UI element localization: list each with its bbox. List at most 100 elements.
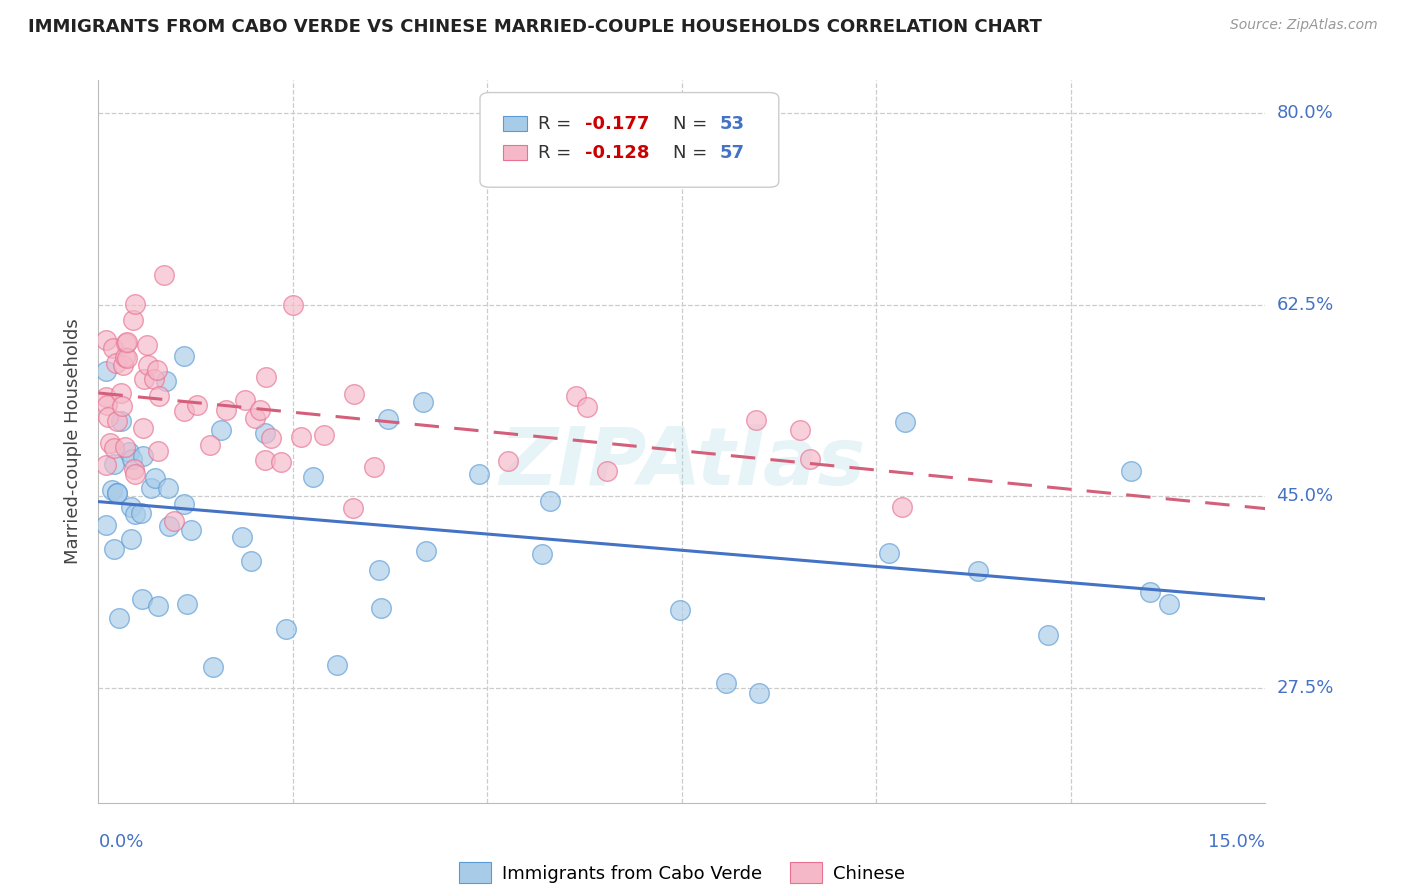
Point [103,441,125,455]
Point [415,544,437,558]
Point [124,507,146,521]
Point [143,471,166,485]
Point [115,335,138,350]
Point [877,545,900,559]
Text: N =: N = [672,144,713,161]
FancyBboxPatch shape [479,93,779,187]
Point [891,500,914,514]
Text: 80.0%: 80.0% [1277,104,1333,122]
Point [209,423,232,437]
Point [377,412,399,426]
Point [254,426,277,441]
Text: N =: N = [672,115,713,133]
Point [120,500,142,514]
Point [96,398,118,412]
Point [744,413,766,427]
Point [105,486,128,500]
Point [156,481,179,495]
Point [122,461,145,475]
Point [789,423,811,437]
Point [343,387,366,401]
Point [498,454,520,468]
Point [122,313,145,327]
Text: 0.0%: 0.0% [98,833,143,851]
Point [173,349,195,363]
Point [124,467,146,482]
Point [370,601,392,615]
Point [894,415,917,429]
Point [101,341,124,355]
Point [270,455,292,469]
Point [748,686,770,700]
Point [1121,464,1143,478]
Text: IMMIGRANTS FROM CABO VERDE VS CHINESE MARRIED-COUPLE HOUSEHOLDS CORRELATION CHAR: IMMIGRANTS FROM CABO VERDE VS CHINESE MA… [28,18,1042,36]
Y-axis label: Married-couple Households: Married-couple Households [65,318,83,565]
Point [142,372,165,386]
Point [301,470,323,484]
Point [1139,585,1161,599]
Text: 53: 53 [720,115,744,133]
Point [243,410,266,425]
Point [103,541,125,556]
Point [173,404,195,418]
Point [108,611,131,625]
Point [173,497,195,511]
Point [112,359,135,373]
Point [105,485,128,500]
Point [215,402,238,417]
Point [97,410,120,425]
Point [565,389,588,403]
Point [412,394,434,409]
Point [198,438,221,452]
Point [98,435,121,450]
Point [799,452,821,467]
Point [103,457,125,471]
Point [186,398,208,412]
Point [202,659,225,673]
Point [152,268,174,282]
Point [101,483,124,497]
Point [129,506,152,520]
Point [132,421,155,435]
Point [111,399,134,413]
Point [96,333,118,347]
Point [468,467,491,481]
Point [148,444,170,458]
Point [163,514,186,528]
Point [966,564,988,578]
Point [538,494,561,508]
Point [253,452,276,467]
Point [136,338,159,352]
Bar [503,145,527,160]
Point [131,592,153,607]
Point [716,676,738,690]
Point [120,532,142,546]
Point [136,359,159,373]
Point [669,603,692,617]
Point [235,392,257,407]
Point [531,547,554,561]
Point [249,402,271,417]
Text: Source: ZipAtlas.com: Source: ZipAtlas.com [1230,18,1378,32]
Point [231,530,253,544]
Point [342,501,364,516]
Point [148,389,170,403]
Point [290,430,312,444]
Point [155,374,177,388]
Point [363,460,385,475]
Point [281,298,304,312]
Point [180,523,202,537]
Point [326,657,349,672]
Point [157,519,180,533]
Point [96,391,118,405]
Point [132,372,155,386]
Point [260,431,283,445]
Point [276,623,298,637]
Point [114,351,136,365]
Point [96,364,118,378]
Point [115,351,138,365]
Point [141,481,163,495]
Text: 57: 57 [720,144,744,161]
Text: R =: R = [538,115,578,133]
Point [105,415,128,429]
